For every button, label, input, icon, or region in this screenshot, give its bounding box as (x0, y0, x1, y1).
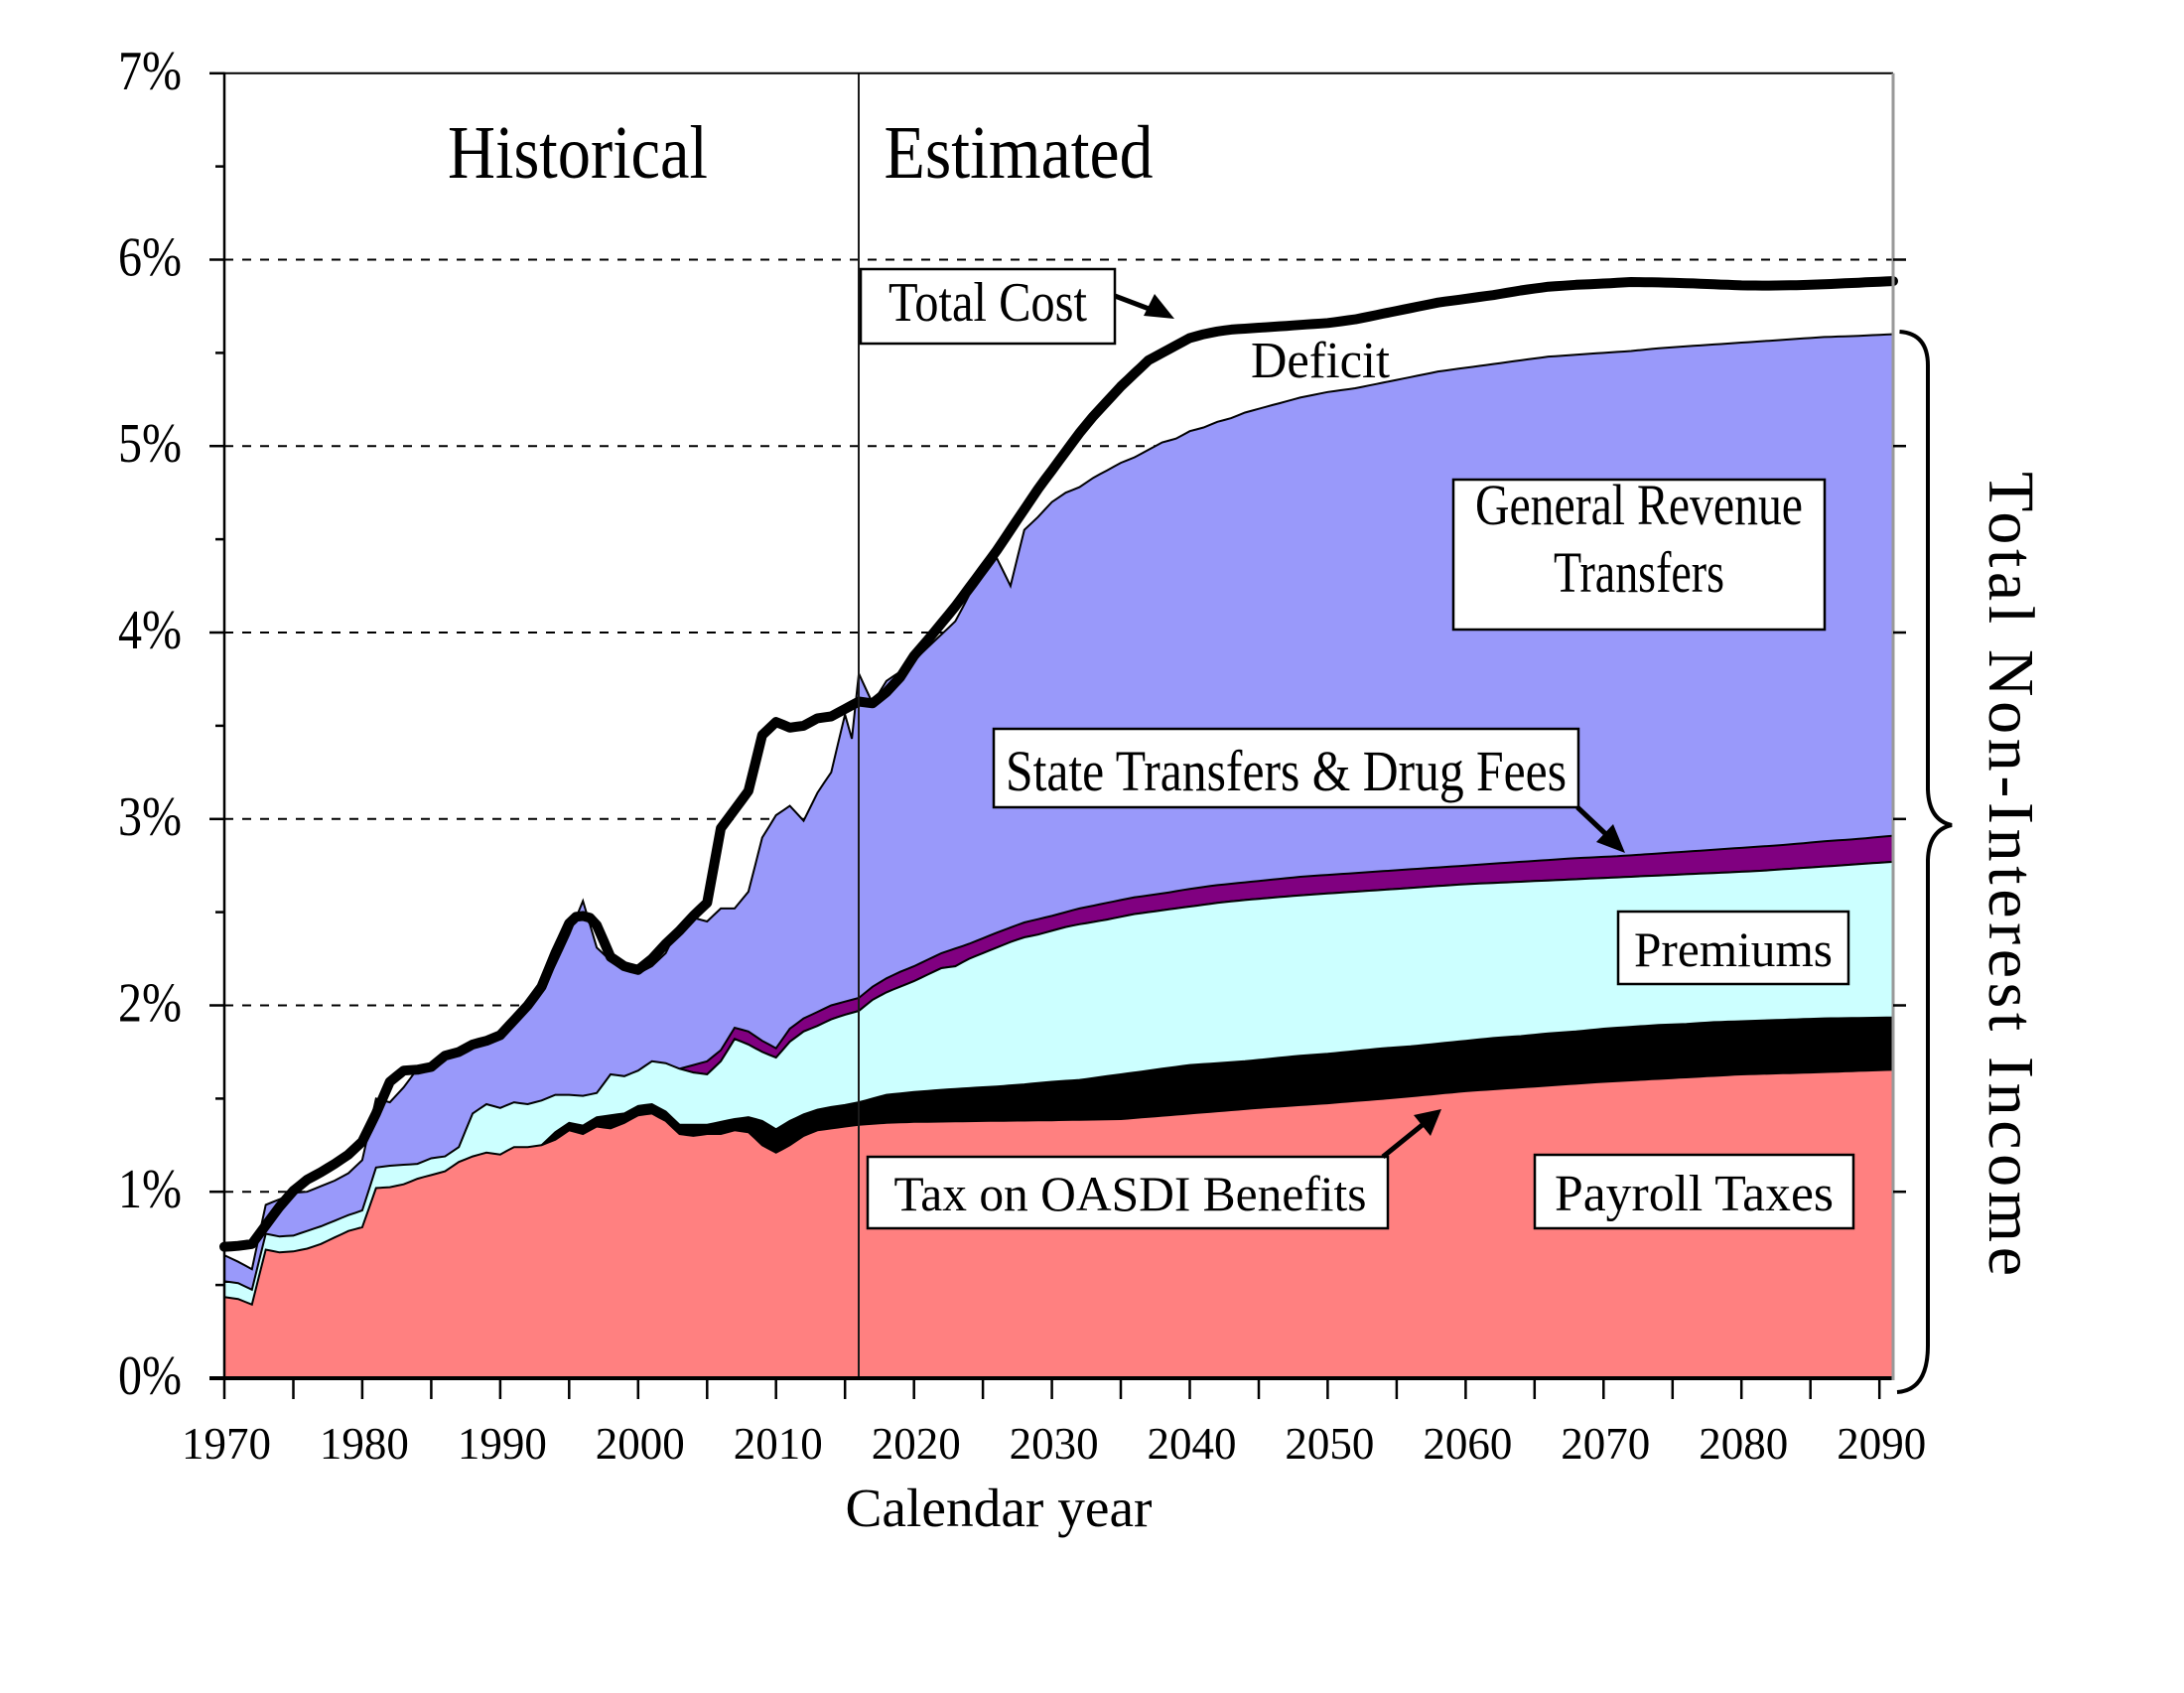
svg-text:Premiums: Premiums (1634, 921, 1833, 977)
svg-text:1970: 1970 (182, 1418, 271, 1469)
svg-text:2010: 2010 (734, 1418, 823, 1469)
svg-text:2020: 2020 (872, 1418, 961, 1469)
svg-text:Tax on OASDI Benefits: Tax on OASDI Benefits (894, 1166, 1367, 1221)
svg-text:Estimated: Estimated (885, 111, 1154, 195)
svg-text:Calendar year: Calendar year (846, 1478, 1153, 1538)
svg-text:2090: 2090 (1837, 1418, 1926, 1469)
svg-text:2050: 2050 (1285, 1418, 1374, 1469)
svg-text:3%: 3% (118, 786, 182, 848)
svg-text:2040: 2040 (1148, 1418, 1237, 1469)
svg-text:7%: 7% (118, 41, 182, 102)
svg-text:2000: 2000 (596, 1418, 685, 1469)
svg-text:State Transfers & Drug Fees: State Transfers & Drug Fees (1006, 739, 1567, 803)
svg-text:1990: 1990 (458, 1418, 547, 1469)
svg-text:Deficit: Deficit (1251, 333, 1391, 389)
svg-text:1980: 1980 (320, 1418, 409, 1469)
svg-text:4%: 4% (118, 600, 182, 661)
svg-text:Payroll Taxes: Payroll Taxes (1555, 1166, 1834, 1222)
svg-text:2070: 2070 (1561, 1418, 1650, 1469)
svg-text:2080: 2080 (1699, 1418, 1788, 1469)
svg-text:Total Non-Interest Income: Total Non-Interest Income (1975, 472, 2047, 1276)
svg-text:1%: 1% (118, 1159, 182, 1220)
svg-text:General Revenue: General Revenue (1475, 473, 1803, 537)
svg-text:2060: 2060 (1423, 1418, 1512, 1469)
svg-text:Total Cost: Total Cost (888, 272, 1087, 334)
svg-text:6%: 6% (118, 227, 182, 289)
svg-text:2%: 2% (118, 973, 182, 1035)
svg-text:Historical: Historical (448, 111, 708, 195)
svg-text:5%: 5% (118, 413, 182, 475)
svg-text:2030: 2030 (1010, 1418, 1099, 1469)
svg-text:Transfers: Transfers (1554, 540, 1724, 605)
svg-text:0%: 0% (118, 1345, 182, 1407)
